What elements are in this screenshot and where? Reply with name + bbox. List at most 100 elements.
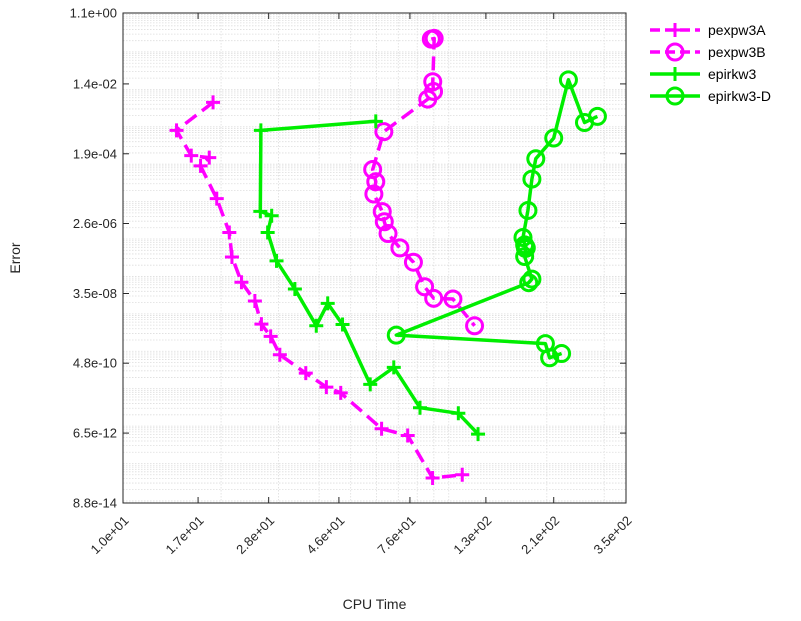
axis-ticks <box>122 12 627 504</box>
legend: pexpw3A pexpw3B epirkw3 epirkw3-D <box>650 22 771 106</box>
x-tick-label: 1.3e+02 <box>450 513 494 557</box>
data-point-epirkw3-d <box>518 200 538 220</box>
x-tick-label: 3.5e+02 <box>590 513 634 557</box>
data-point-pexpw3a <box>298 366 313 381</box>
data-point-pexpw3a <box>206 95 221 110</box>
data-point-epirkw3 <box>260 225 275 240</box>
data-point-pexpw3a <box>222 225 237 240</box>
x-tick-label: 1.7e+01 <box>163 513 207 557</box>
series-epirkw3 <box>253 114 486 442</box>
y-axis-title: Error <box>7 242 23 273</box>
legend-marker-epirkw3 <box>668 67 682 81</box>
y-tick-label: 6.5e-12 <box>73 426 117 441</box>
data-point-pexpw3a <box>209 191 224 206</box>
data-point-pexpw3b <box>374 122 394 142</box>
data-point-pexpw3a <box>202 150 217 165</box>
data-point-pexpw3b <box>364 184 384 204</box>
data-point-pexpw3b <box>363 160 383 180</box>
data-point-epirkw3 <box>471 427 486 442</box>
data-point-epirkw3 <box>309 318 324 333</box>
data-point-pexpw3b <box>372 202 392 222</box>
data-point-epirkw3-d <box>544 128 564 148</box>
data-point-epirkw3 <box>269 253 284 268</box>
x-tick-label: 2.1e+02 <box>518 513 562 557</box>
data-point-pexpw3b <box>424 288 444 308</box>
data-point-epirkw3-d <box>522 269 542 289</box>
data-point-pexpw3a <box>319 380 334 395</box>
legend-label-epirkw3: epirkw3 <box>708 66 756 82</box>
x-tick-labels: 1.0e+01 1.7e+01 2.8e+01 4.6e+01 7.6e+01 1.3e+… <box>87 513 634 557</box>
data-point-epirkw3-d <box>513 227 533 247</box>
data-point-epirkw3 <box>253 123 268 138</box>
data-point-epirkw3-d <box>558 70 578 90</box>
legend-label-epirkw3-d: epirkw3-D <box>708 88 771 104</box>
y-tick-label: 1.4e-02 <box>73 76 117 91</box>
y-tick-label: 4.8e-10 <box>73 356 117 371</box>
y-tick-label: 2.6e-06 <box>73 216 117 231</box>
data-point-pexpw3b <box>423 72 443 92</box>
y-tick-labels: 8.8e-14 6.5e-12 4.8e-10 3.5e-08 2.6e-06 1.9e-… <box>70 6 117 511</box>
x-axis-title: CPU Time <box>343 596 407 612</box>
series-pexpw3a <box>169 95 470 485</box>
series-line-epirkw3-d <box>394 78 599 360</box>
data-point-epirkw3-d <box>522 169 542 189</box>
data-point-pexpw3b <box>390 238 410 258</box>
series-epirkw3-d <box>386 70 607 368</box>
data-point-epirkw3-d <box>574 113 594 133</box>
data-point-pexpw3b <box>415 277 435 297</box>
data-point-pexpw3b <box>443 289 463 309</box>
data-point-epirkw3-d <box>519 273 539 293</box>
data-point-epirkw3-d <box>540 348 560 368</box>
data-point-epirkw3 <box>363 377 378 392</box>
x-tick-label: 4.6e+01 <box>303 513 347 557</box>
data-point-epirkw3-d <box>526 149 546 169</box>
data-point-epirkw3 <box>264 208 279 223</box>
data-point-epirkw3-d <box>552 344 572 364</box>
y-tick-label: 1.9e-04 <box>73 146 117 161</box>
data-point-pexpw3a <box>193 158 208 173</box>
data-point-pexpw3b <box>378 224 398 244</box>
data-point-epirkw3-d <box>515 247 535 267</box>
data-point-pexpw3a <box>333 385 348 400</box>
legend-label-pexpw3b: pexpw3B <box>708 44 766 60</box>
y-tick-label: 3.5e-08 <box>73 286 117 301</box>
data-point-pexpw3b <box>374 212 394 232</box>
data-point-pexpw3a <box>234 275 249 290</box>
data-point-pexpw3b <box>424 28 444 48</box>
data-point-pexpw3b <box>418 89 438 109</box>
data-point-pexpw3a <box>254 317 269 332</box>
legend-label-pexpw3a: pexpw3A <box>708 22 766 38</box>
series-pexpw3b <box>363 28 485 336</box>
legend-marker-epirkw3-d <box>665 86 685 106</box>
data-point-epirkw3 <box>320 296 335 311</box>
data-point-pexpw3a <box>455 467 470 482</box>
data-point-epirkw3 <box>335 317 350 332</box>
y-tick-label: 8.8e-14 <box>73 496 117 511</box>
data-point-pexpw3a <box>272 347 287 362</box>
data-point-epirkw3 <box>386 360 401 375</box>
data-point-epirkw3-d <box>386 325 406 345</box>
data-point-epirkw3 <box>412 400 427 415</box>
data-point-pexpw3b <box>465 316 485 336</box>
data-point-pexpw3a <box>224 250 239 265</box>
data-point-epirkw3-d <box>515 238 535 258</box>
plot-frame <box>122 12 627 504</box>
data-point-epirkw3 <box>287 282 302 297</box>
data-point-pexpw3a <box>425 470 440 485</box>
data-point-pexpw3a <box>263 329 278 344</box>
data-point-pexpw3a <box>247 294 262 309</box>
series-group <box>169 28 607 485</box>
data-point-pexpw3b <box>403 252 423 272</box>
data-point-pexpw3a <box>400 428 415 443</box>
data-point-pexpw3a <box>374 421 389 436</box>
data-point-pexpw3b <box>366 172 386 192</box>
data-point-epirkw3 <box>253 204 268 219</box>
data-point-pexpw3a <box>184 148 199 163</box>
x-tick-label: 7.6e+01 <box>374 513 418 557</box>
grid <box>123 13 626 504</box>
data-point-epirkw3 <box>368 114 383 129</box>
y-tick-label: 1.1e+00 <box>70 6 117 21</box>
data-point-pexpw3a <box>169 123 184 138</box>
data-point-epirkw3 <box>451 406 466 421</box>
